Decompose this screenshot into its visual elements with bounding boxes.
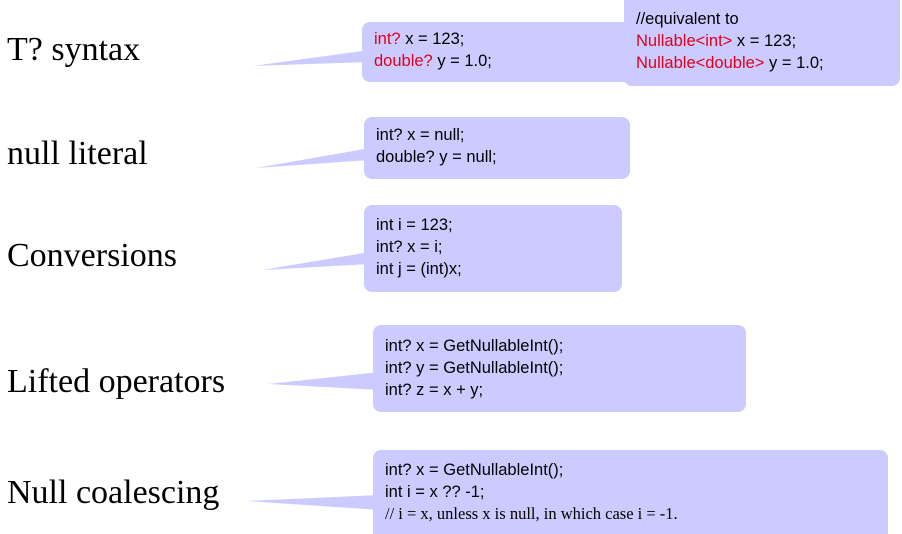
code-line: int? x = i; (376, 238, 443, 256)
code-line: int? x = GetNullableInt(); (385, 337, 564, 355)
code-text: x = 123; (400, 30, 465, 48)
callout-tail-null-literal (256, 148, 370, 168)
callout-tail-coalescing (246, 495, 380, 510)
callout-conversions: int i = 123; int? x = i; int j = (int)x; (364, 205, 622, 292)
code-line: int? z = x + y; (385, 381, 484, 399)
code-line: int? x = GetNullableInt(); (385, 461, 564, 479)
code-line: int? x = null; (376, 126, 465, 144)
callout-lifted-operators: int? x = GetNullableInt(); int? y = GetN… (373, 325, 746, 412)
code-line: double? y = null; (376, 148, 497, 166)
code-line: Nullable<int> x = 123; (636, 30, 888, 52)
callout-equivalent: //equivalent to Nullable<int> x = 123; N… (624, 0, 900, 86)
code-keyword: Nullable<double> (636, 54, 765, 72)
row-label-conversions: Conversions (7, 237, 177, 274)
code-line: int i = x ?? -1; (385, 483, 485, 501)
callout-null-literal: int? x = null; double? y = null; (364, 117, 630, 179)
code-line: int? x = 123; (374, 28, 626, 50)
code-comment: // i = x, unless x is null, in which cas… (385, 504, 678, 523)
code-text: y = 1.0; (432, 52, 492, 70)
code-text: y = 1.0; (764, 54, 824, 72)
callout-tail-conversions (262, 252, 370, 270)
callout-tail-lifted (268, 372, 380, 390)
row-label-null-literal: null literal (7, 135, 148, 172)
code-line: int j = (int)x; (376, 260, 462, 278)
callout-t-syntax: int? x = 123; double? y = 1.0; (362, 22, 638, 82)
code-line: int? y = GetNullableInt(); (385, 359, 564, 377)
code-line: double? y = 1.0; (374, 50, 626, 72)
code-keyword: double? (374, 52, 433, 70)
row-label-lifted-operators: Lifted operators (7, 363, 226, 400)
code-keyword: Nullable<int> (636, 32, 733, 50)
callout-tail-t-syntax (252, 50, 370, 66)
code-keyword: int? (374, 30, 401, 48)
row-label-null-coalescing: Null coalescing (7, 474, 220, 511)
code-text: x = 123; (732, 32, 797, 50)
code-comment: //equivalent to (636, 10, 739, 28)
callout-null-coalescing: int? x = GetNullableInt(); int i = x ?? … (373, 450, 888, 534)
code-line: int i = 123; (376, 216, 453, 234)
code-line: Nullable<double> y = 1.0; (636, 52, 888, 74)
row-label-t-syntax: T? syntax (7, 31, 141, 68)
